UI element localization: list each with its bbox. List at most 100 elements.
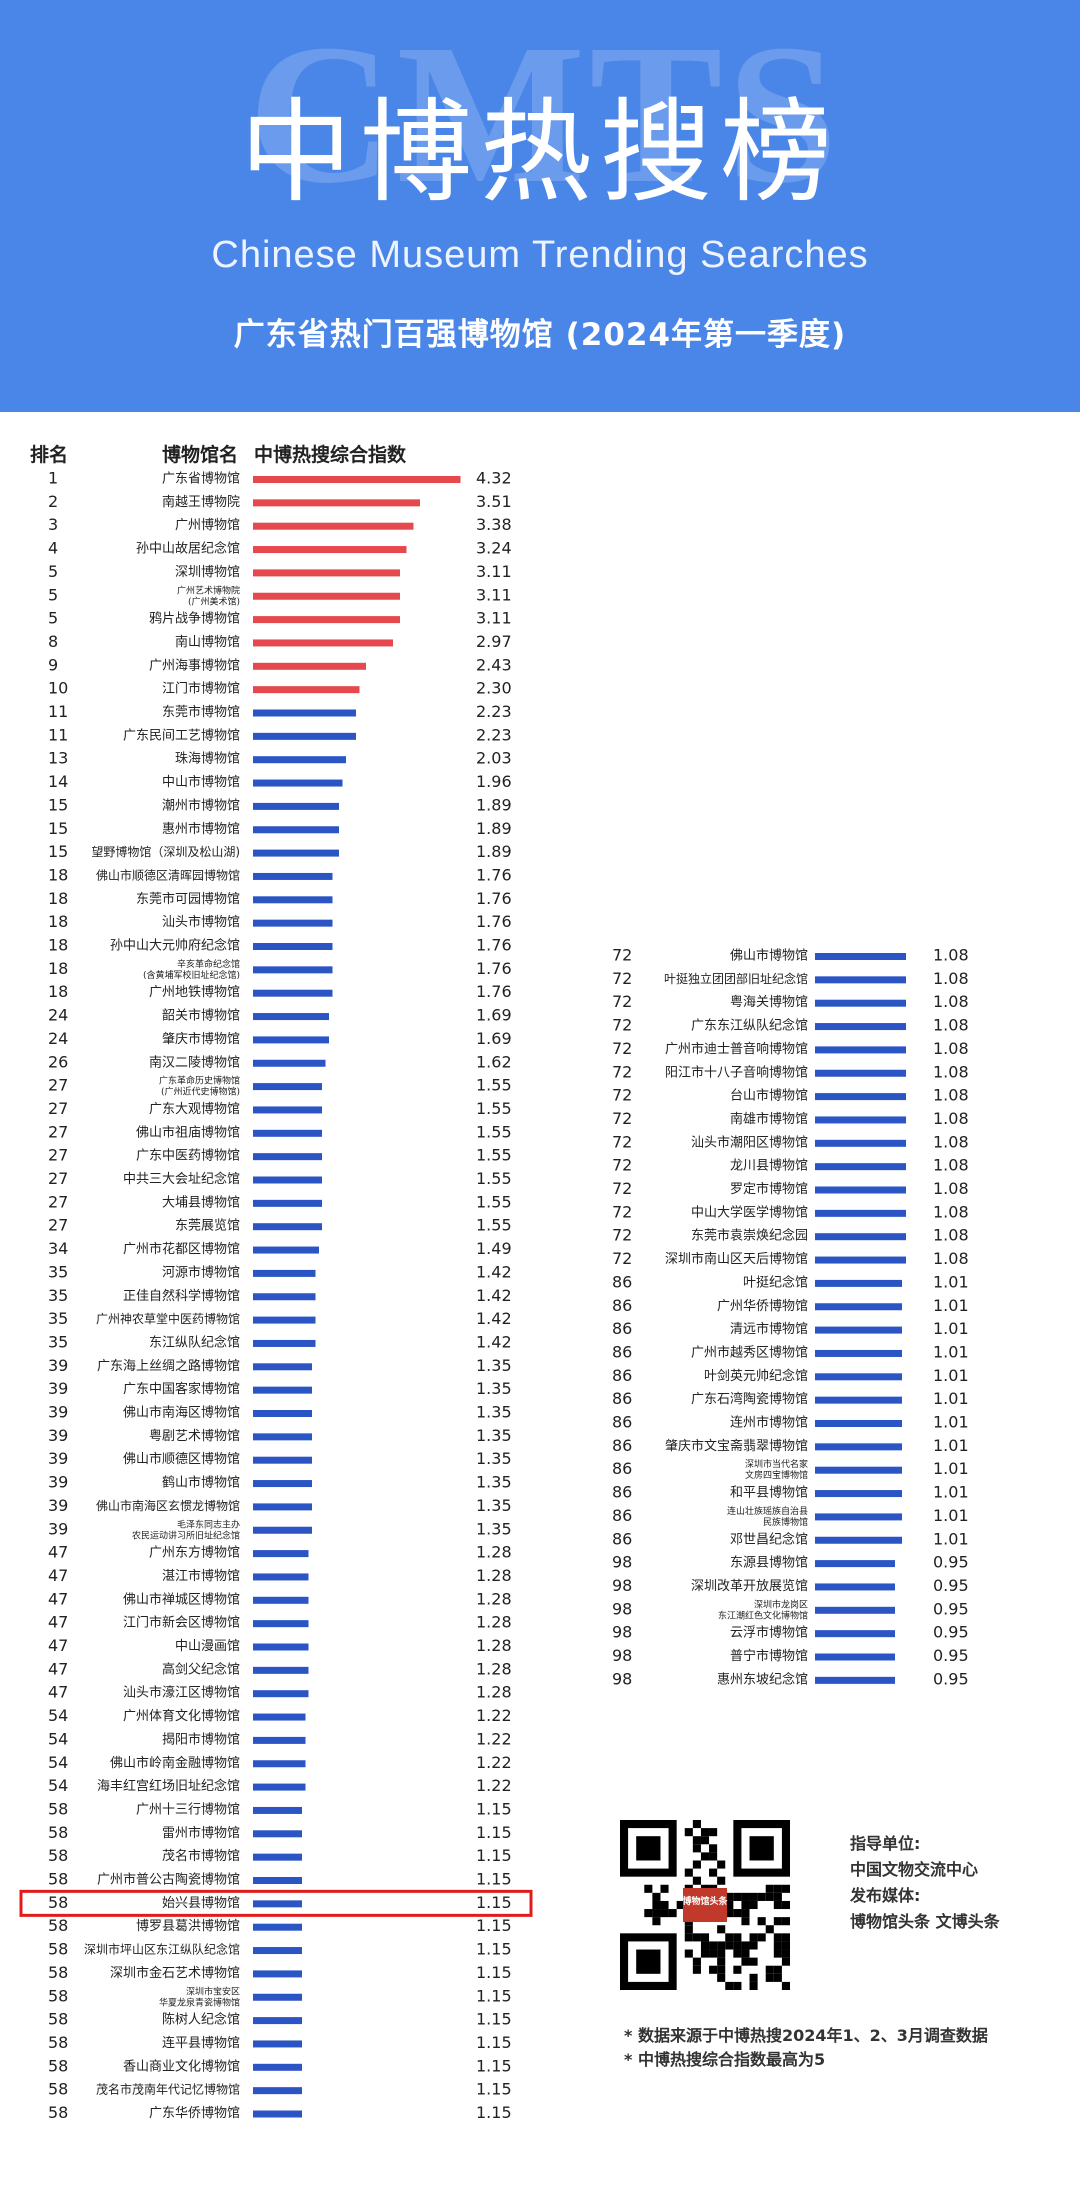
rank-label: 54 bbox=[48, 1729, 68, 1748]
index-bar bbox=[253, 989, 333, 997]
index-bar bbox=[253, 1620, 309, 1628]
index-bar bbox=[253, 1269, 316, 1277]
rank-label: 58 bbox=[48, 2033, 68, 2052]
rank-label: 72 bbox=[612, 1109, 632, 1128]
index-value: 1.42 bbox=[476, 1286, 512, 1305]
index-value: 0.95 bbox=[933, 1646, 969, 1665]
museum-name: 广东中国客家博物馆 bbox=[123, 1381, 240, 1397]
index-value: 1.08 bbox=[933, 1086, 969, 1105]
museum-name: 广东华侨博物馆 bbox=[149, 2106, 240, 2121]
museum-name: 广州地铁博物馆 bbox=[149, 985, 240, 1000]
index-bar bbox=[253, 1993, 302, 2001]
index-bar bbox=[253, 1083, 322, 1091]
index-bar bbox=[253, 2087, 302, 2095]
index-value: 1.15 bbox=[476, 2056, 512, 2075]
guide-label: 指导单位: bbox=[850, 1834, 921, 1853]
index-value: 4.32 bbox=[476, 469, 512, 488]
index-bar bbox=[815, 1326, 902, 1334]
footnote-max: * 中博热搜综合指数最高为5 bbox=[624, 2050, 826, 2069]
index-value: 1.08 bbox=[933, 1132, 969, 1151]
rank-label: 86 bbox=[612, 1272, 632, 1291]
index-value: 1.55 bbox=[476, 1099, 512, 1118]
rank-label: 58 bbox=[48, 2056, 68, 2075]
index-value: 1.01 bbox=[933, 1436, 969, 1455]
index-bar bbox=[253, 1199, 322, 1207]
rank-label: 13 bbox=[48, 749, 68, 768]
museum-name: 东江纵队纪念馆 bbox=[149, 1334, 240, 1350]
museum-name: 正佳自然科学博物馆 bbox=[123, 1288, 240, 1304]
museum-name: 龙川县博物馆 bbox=[730, 1159, 808, 1174]
index-bar bbox=[815, 1653, 895, 1661]
museum-name: 广东省博物馆 bbox=[162, 472, 240, 487]
museum-name: 广州体育文化博物馆 bbox=[123, 1708, 240, 1724]
museum-name: 佛山市南海区博物馆 bbox=[123, 1405, 240, 1421]
museum-name: 深圳改革开放展览馆 bbox=[691, 1578, 808, 1594]
index-bar bbox=[253, 1176, 322, 1184]
index-value: 1.15 bbox=[476, 2010, 512, 2029]
rank-label: 86 bbox=[612, 1459, 632, 1478]
index-bar bbox=[253, 1643, 309, 1651]
museum-name: 叶剑英元帅纪念馆 bbox=[704, 1368, 808, 1384]
index-value: 2.30 bbox=[476, 679, 512, 698]
rank-label: 27 bbox=[48, 1169, 68, 1188]
rank-label: 35 bbox=[48, 1309, 68, 1328]
rank-label: 58 bbox=[48, 2010, 68, 2029]
museum-name: 广东大观博物馆 bbox=[149, 1102, 240, 1117]
index-bar bbox=[815, 1209, 906, 1217]
rank-label: 86 bbox=[612, 1319, 632, 1338]
index-value: 1.15 bbox=[476, 1963, 512, 1982]
index-value: 1.89 bbox=[476, 819, 512, 838]
index-bar bbox=[253, 896, 333, 904]
museum-name: 惠州东坡纪念馆 bbox=[717, 1671, 808, 1687]
museum-name: 深圳市南山区天后博物馆 bbox=[665, 1251, 808, 1267]
index-value: 1.28 bbox=[476, 1659, 512, 1678]
index-value: 1.28 bbox=[476, 1683, 512, 1702]
rank-label: 72 bbox=[612, 969, 632, 988]
index-bar bbox=[815, 1560, 895, 1568]
index-bar bbox=[815, 1443, 902, 1451]
rank-label: 58 bbox=[48, 1846, 68, 1865]
index-bar bbox=[253, 1573, 309, 1581]
museum-name: 孙中山故居纪念馆 bbox=[136, 541, 240, 557]
column-header-name: 博物馆名 bbox=[162, 444, 239, 466]
index-bar bbox=[253, 592, 400, 600]
museum-name: 佛山市祖庙博物馆 bbox=[136, 1124, 240, 1140]
index-bar bbox=[815, 1373, 902, 1381]
rank-label: 58 bbox=[48, 1963, 68, 1982]
index-bar bbox=[253, 2063, 302, 2071]
museum-name: 鸦片战争博物馆 bbox=[149, 611, 240, 627]
index-value: 1.15 bbox=[476, 2103, 512, 2122]
index-value: 1.08 bbox=[933, 946, 969, 965]
rank-label: 58 bbox=[48, 1916, 68, 1935]
rank-label: 24 bbox=[48, 1029, 68, 1048]
index-value: 1.01 bbox=[933, 1389, 969, 1408]
museum-name: 佛山市禅城区博物馆 bbox=[123, 1591, 240, 1607]
museum-name: 南雄市博物馆 bbox=[730, 1111, 808, 1127]
index-bar bbox=[815, 1069, 906, 1077]
index-value: 1.35 bbox=[476, 1426, 512, 1445]
rank-label: 11 bbox=[48, 702, 68, 721]
index-bar bbox=[253, 1386, 312, 1394]
museum-name: 广州市迪士普音响博物馆 bbox=[665, 1041, 808, 1057]
rank-label: 27 bbox=[48, 1076, 68, 1095]
rank-label: 72 bbox=[612, 1086, 632, 1105]
media-label: 发布媒体: bbox=[850, 1886, 921, 1905]
index-value: 1.15 bbox=[476, 1799, 512, 1818]
column-header-index: 中博热搜综合指数 bbox=[254, 444, 407, 466]
index-bar bbox=[815, 1420, 902, 1427]
index-value: 1.35 bbox=[476, 1403, 512, 1422]
index-bar bbox=[253, 1363, 312, 1371]
rank-label: 27 bbox=[48, 1146, 68, 1165]
index-value: 0.95 bbox=[933, 1669, 969, 1688]
index-value: 1.69 bbox=[476, 1029, 512, 1048]
museum-name: 海丰红宫红场旧址纪念馆 bbox=[97, 1778, 240, 1794]
museum-name: 揭阳市博物馆 bbox=[162, 1731, 240, 1747]
rank-label: 11 bbox=[48, 725, 68, 744]
index-value: 1.89 bbox=[476, 795, 512, 814]
rank-label: 72 bbox=[612, 992, 632, 1011]
index-bar bbox=[815, 1116, 906, 1124]
index-value: 1.08 bbox=[933, 1226, 969, 1245]
index-value: 1.62 bbox=[476, 1052, 512, 1071]
museum-name: 连州市博物馆 bbox=[730, 1415, 808, 1431]
rank-label: 27 bbox=[48, 1192, 68, 1211]
